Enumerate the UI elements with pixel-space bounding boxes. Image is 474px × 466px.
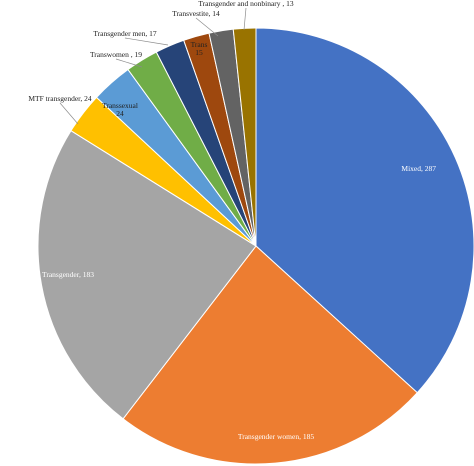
data-label-transgender: Transgender, 183: [42, 270, 94, 279]
leader-line-transwomen: [115, 58, 143, 68]
pie-slice-mixed: [255, 27, 474, 394]
pie-slice-transgender-women: [122, 245, 418, 465]
pie-slice-transgender-and-nonbinary: [232, 27, 257, 247]
leader-line-transvestite: [195, 17, 219, 37]
leader-lines: [59, 7, 247, 125]
leader-line-mtf-transgender: [59, 102, 79, 125]
leader-line-transgender-and-nonbinary: [243, 7, 247, 31]
pie-slices: [37, 27, 474, 465]
data-label-transgender-women: Transgender women, 185: [238, 432, 314, 441]
data-label-transgender-and-nonbinary: Transgender and nonbinary , 13: [198, 0, 294, 8]
data-label-transvestite: Transvestite, 14: [172, 9, 220, 18]
data-label-transgender-men: Transgender men, 17: [93, 29, 157, 38]
data-label-trans: Trans 15: [191, 40, 208, 57]
data-label-transsexual: Transsexual 24: [102, 101, 138, 118]
pie-slice-transgender: [37, 130, 257, 420]
slice-labels: Mixed, 287 Transgender women, 185 Transgen…: [28, 0, 436, 441]
data-label-mixed: Mixed, 287: [401, 164, 436, 173]
data-label-transwomen: Transwomen , 19: [90, 50, 142, 59]
leader-line-transgender-men: [124, 37, 169, 46]
data-label-mtf-transgender: MTF transgender, 24: [28, 94, 91, 103]
